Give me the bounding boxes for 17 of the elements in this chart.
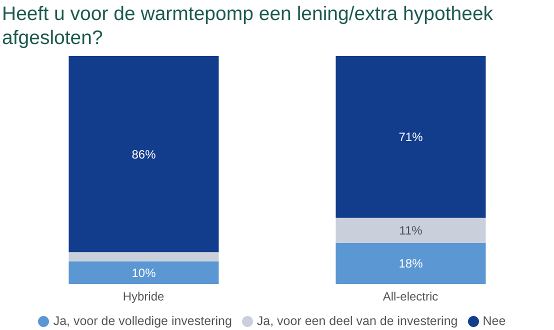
x-tick-label: All-electric <box>382 290 438 304</box>
data-label: 11% <box>399 224 423 238</box>
chart-title: Heeft u voor de warmtepomp een lening/extra hypotheek afgesloten? <box>2 2 494 50</box>
bar <box>336 242 486 284</box>
legend-label: Ja, voor de volledige investering <box>53 314 232 328</box>
bar <box>68 56 219 252</box>
legend-label: Ja, voor een deel van de investering <box>256 314 458 328</box>
x-tick-label: Hybride <box>122 290 164 304</box>
legend-label: Nee <box>482 314 506 328</box>
data-label: 71% <box>398 130 424 144</box>
bar <box>336 56 486 218</box>
bar <box>336 218 486 243</box>
data-label: 10% <box>132 266 156 280</box>
data-label: 86% <box>132 147 156 162</box>
bar <box>68 252 219 262</box>
bar <box>68 261 219 284</box>
data-label: 18% <box>398 256 424 271</box>
